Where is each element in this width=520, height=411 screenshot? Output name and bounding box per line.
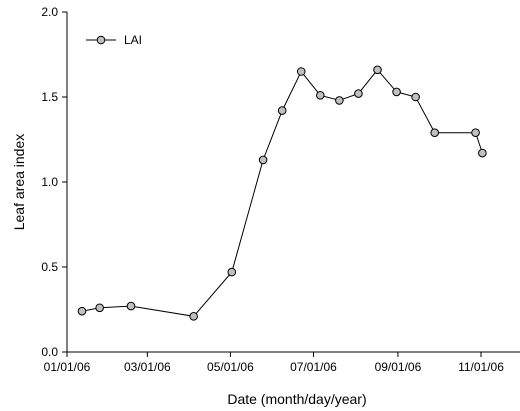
data-point xyxy=(471,128,480,137)
data-point xyxy=(354,89,363,98)
x-tick-label: 01/01/06 xyxy=(44,360,91,374)
y-tick-label: 0.5 xyxy=(41,260,58,274)
axes: 0.0 0.5 1.0 1.5 2.0 01/01/06 03/01/06 05/01/06 0… xyxy=(41,5,520,374)
y-axis-title: Leaf area index xyxy=(11,134,27,231)
legend-label-lai: LAI xyxy=(124,33,142,47)
data-point xyxy=(392,87,401,97)
data-point xyxy=(373,65,382,75)
data-point xyxy=(95,303,104,313)
legend: LAI xyxy=(86,33,142,47)
y-tick-label: 0.0 xyxy=(41,345,58,359)
x-axis-title: Date (month/day/year) xyxy=(227,391,366,407)
legend-marker xyxy=(96,35,106,45)
y-tick-label: 1.5 xyxy=(41,90,58,104)
series-layer xyxy=(77,65,487,321)
x-tick-label: 11/01/06 xyxy=(458,360,504,374)
x-tick-label: 05/01/06 xyxy=(207,360,254,374)
data-point xyxy=(77,306,87,316)
x-tick-label: 07/01/06 xyxy=(290,360,337,374)
data-point xyxy=(227,267,237,277)
data-point xyxy=(277,106,287,115)
data-point xyxy=(189,312,198,321)
data-point xyxy=(296,67,306,76)
data-point xyxy=(430,128,439,137)
data-point xyxy=(258,155,268,165)
x-tick-label: 09/01/06 xyxy=(375,360,422,374)
data-point xyxy=(478,148,487,158)
x-tick-label: 03/01/06 xyxy=(124,360,171,374)
y-tick-label: 1.0 xyxy=(41,175,58,189)
data-point xyxy=(316,91,325,100)
data-point xyxy=(335,96,344,105)
data-point xyxy=(411,92,420,102)
y-tick-label: 2.0 xyxy=(41,5,58,19)
data-point xyxy=(126,301,136,311)
